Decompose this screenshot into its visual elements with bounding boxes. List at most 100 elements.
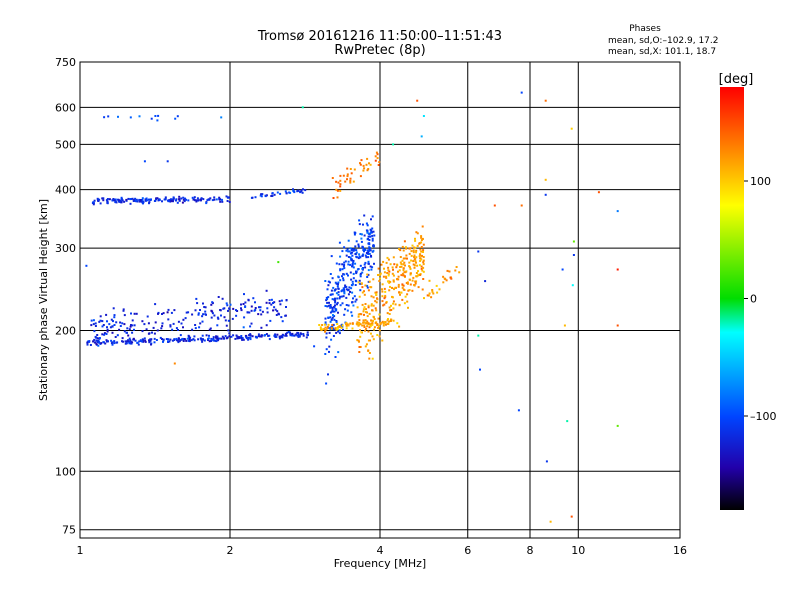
data-point bbox=[329, 320, 332, 323]
data-point bbox=[410, 254, 413, 257]
data-point bbox=[419, 248, 422, 251]
data-point bbox=[251, 196, 254, 199]
data-point bbox=[300, 190, 303, 193]
data-point bbox=[342, 287, 345, 290]
data-point bbox=[384, 290, 387, 293]
data-point bbox=[114, 201, 117, 204]
data-point bbox=[153, 337, 156, 340]
data-point bbox=[413, 254, 416, 257]
data-point bbox=[345, 249, 348, 252]
data-point bbox=[274, 336, 277, 338]
data-point bbox=[217, 337, 220, 340]
data-point bbox=[111, 199, 114, 202]
data-point bbox=[145, 197, 148, 200]
data-point bbox=[271, 192, 274, 195]
data-point bbox=[362, 321, 365, 324]
data-point bbox=[381, 300, 384, 303]
data-point bbox=[337, 287, 340, 290]
data-point bbox=[384, 321, 387, 324]
data-point bbox=[200, 197, 203, 200]
data-point bbox=[408, 261, 411, 264]
data-point bbox=[195, 200, 198, 203]
data-point bbox=[401, 298, 404, 301]
data-point bbox=[379, 323, 382, 326]
data-point bbox=[337, 293, 340, 296]
data-point bbox=[103, 333, 106, 336]
data-point bbox=[199, 337, 202, 340]
data-point bbox=[334, 327, 337, 330]
data-point bbox=[123, 200, 126, 203]
data-point bbox=[422, 256, 425, 258]
data-point bbox=[367, 330, 370, 333]
data-point bbox=[404, 295, 407, 298]
data-point bbox=[344, 284, 347, 287]
data-point bbox=[374, 321, 377, 324]
data-point bbox=[132, 337, 135, 340]
data-point bbox=[162, 312, 165, 315]
data-point bbox=[279, 192, 282, 195]
data-point bbox=[123, 314, 126, 317]
data-point bbox=[321, 324, 324, 326]
data-point bbox=[161, 313, 163, 315]
data-point bbox=[377, 274, 379, 276]
data-point bbox=[408, 252, 411, 255]
data-point bbox=[323, 323, 326, 326]
data-point bbox=[368, 247, 371, 250]
data-point bbox=[360, 331, 363, 334]
data-point bbox=[333, 315, 336, 318]
data-point bbox=[572, 240, 575, 243]
chart-subtitle: RwPretec (8p) bbox=[334, 43, 425, 58]
data-point bbox=[94, 325, 97, 327]
data-point bbox=[365, 256, 368, 259]
data-point bbox=[339, 279, 342, 282]
data-point bbox=[371, 215, 374, 218]
data-point bbox=[337, 311, 339, 314]
data-point bbox=[270, 303, 273, 306]
data-point bbox=[288, 331, 291, 334]
data-point bbox=[387, 269, 390, 272]
data-point bbox=[389, 285, 391, 288]
data-point bbox=[361, 291, 364, 294]
data-point bbox=[149, 338, 152, 341]
data-point bbox=[196, 302, 199, 305]
data-point bbox=[291, 332, 294, 335]
data-point bbox=[221, 198, 223, 201]
data-point bbox=[336, 196, 339, 199]
data-point bbox=[282, 334, 285, 337]
data-point bbox=[427, 294, 430, 297]
data-point bbox=[328, 301, 330, 304]
data-point bbox=[374, 155, 377, 158]
data-point bbox=[357, 339, 360, 342]
data-point bbox=[128, 342, 131, 345]
data-point bbox=[420, 239, 423, 242]
data-point bbox=[129, 325, 132, 328]
data-point bbox=[351, 254, 354, 257]
data-point bbox=[403, 261, 406, 264]
data-point bbox=[455, 266, 458, 268]
data-point bbox=[161, 322, 164, 325]
data-point bbox=[348, 250, 351, 253]
data-point bbox=[392, 280, 395, 283]
data-point bbox=[240, 335, 243, 337]
data-point bbox=[401, 283, 404, 286]
data-point bbox=[249, 338, 252, 341]
data-point bbox=[319, 328, 322, 331]
data-point bbox=[230, 335, 233, 338]
x-tick-label: 1 bbox=[77, 544, 84, 557]
data-point bbox=[378, 313, 381, 316]
data-point bbox=[324, 305, 327, 307]
data-point bbox=[384, 296, 387, 298]
data-point bbox=[347, 288, 350, 291]
data-point bbox=[412, 251, 415, 254]
data-point bbox=[352, 297, 354, 300]
data-point bbox=[398, 325, 401, 328]
data-point bbox=[128, 328, 131, 331]
data-point bbox=[388, 306, 391, 309]
data-point bbox=[245, 336, 248, 339]
data-point bbox=[336, 323, 339, 325]
data-point bbox=[156, 119, 159, 122]
data-point bbox=[335, 321, 338, 324]
data-point bbox=[358, 319, 361, 322]
data-point bbox=[396, 322, 399, 325]
data-point bbox=[366, 286, 369, 289]
